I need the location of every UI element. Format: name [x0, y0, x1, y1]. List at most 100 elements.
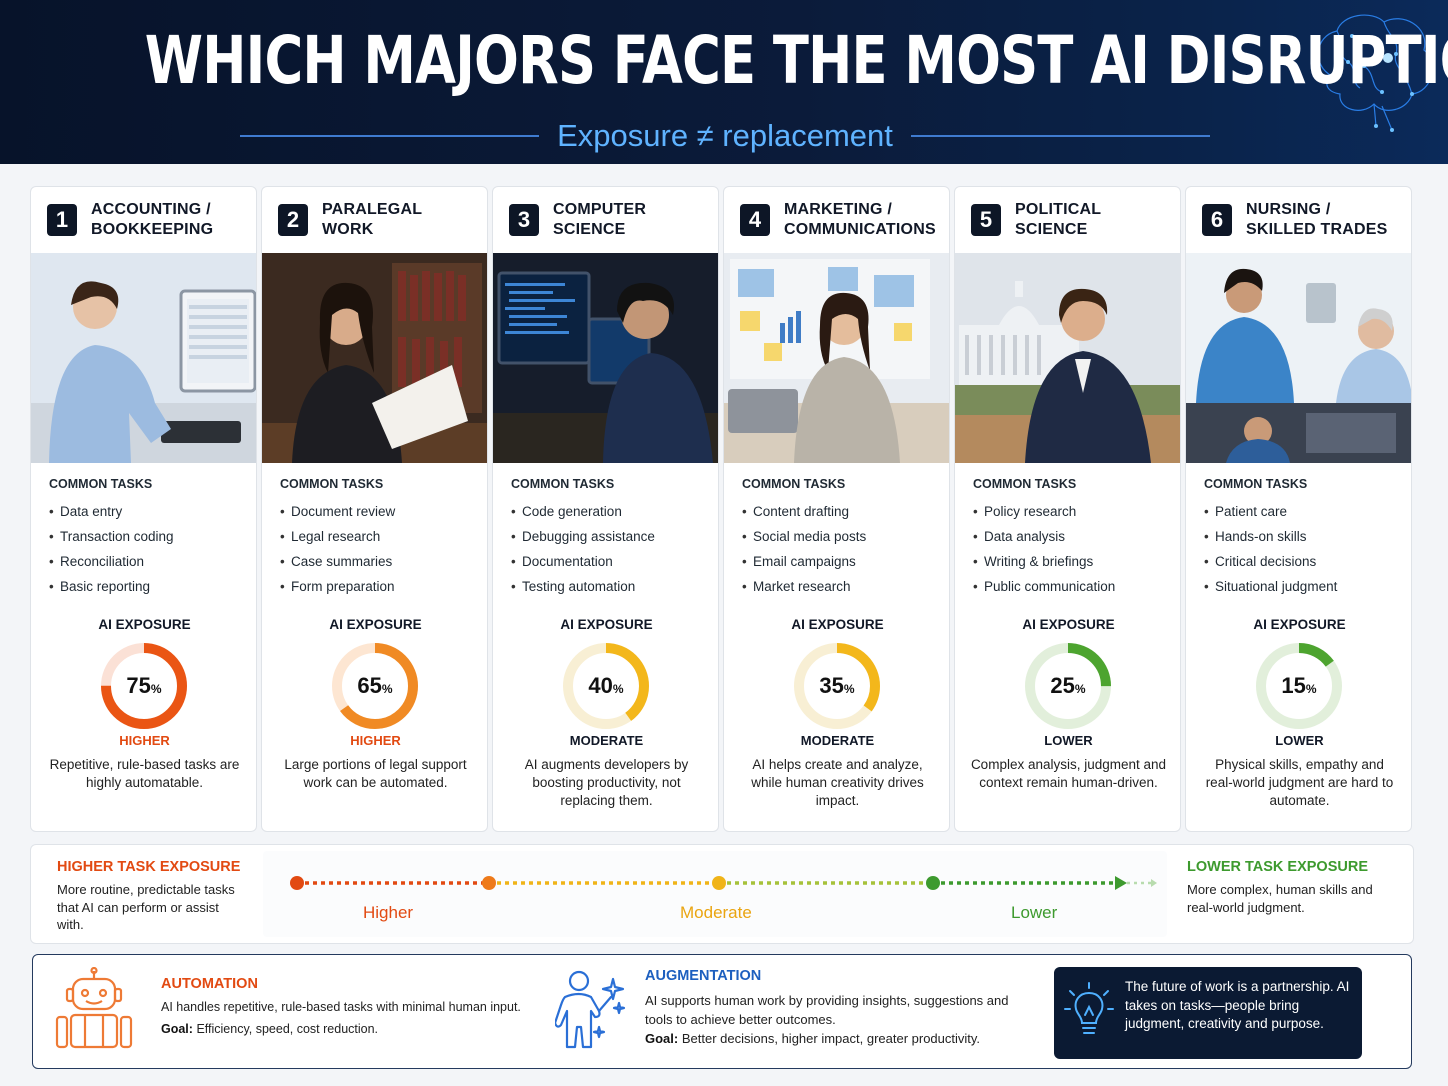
major-name: COMPUTER SCIENCE — [553, 200, 646, 240]
exposure-description: AI augments developers by boosting produ… — [524, 757, 689, 808]
exposure-percent: 75% — [126, 673, 161, 698]
subtitle-row: Exposure ≠ replacement — [240, 114, 1211, 158]
scale-arrow-head — [1115, 876, 1127, 890]
partnership-quote: The future of work is a partnership. AI … — [1125, 979, 1350, 1031]
page-subtitle: Exposure ≠ replacement — [557, 118, 893, 153]
exposure-value: 15 — [1281, 673, 1305, 698]
lower-exposure-desc: More complex, human skills and real-worl… — [1187, 882, 1373, 915]
goal-label: Goal: — [161, 1022, 193, 1036]
rank-badge: 3 — [509, 204, 539, 236]
paralegal-photo — [262, 253, 487, 463]
lightbulb-icon — [1064, 982, 1114, 1034]
augmentation-goal: Goal: Better decisions, higher impact, g… — [645, 1031, 980, 1046]
task-list: Code generationDebugging assistanceDocum… — [511, 499, 655, 599]
donut-fill — [1256, 643, 1342, 729]
divider-line-right — [910, 135, 1211, 137]
scale-label-moderate: Moderate — [680, 903, 752, 922]
exposure-value: 65 — [357, 673, 381, 698]
task-item: Code generation — [511, 499, 655, 524]
percent-sign: % — [382, 682, 393, 696]
exposure-description: Repetitive, rule-based tasks are highly … — [49, 757, 240, 790]
exposure-percent: 35% — [819, 673, 854, 698]
major-card: 3 COMPUTER SCIENCE COMMON TASKS Code gen… — [492, 186, 719, 832]
ai-exposure-label: AI EXPOSURE — [1253, 617, 1346, 632]
ai-exposure-label: AI EXPOSURE — [791, 617, 884, 632]
exposure-description: Large portions of legal support work can… — [284, 757, 467, 790]
exposure-value: 40 — [588, 673, 612, 698]
exposure-description: Complex analysis, judgment and context r… — [970, 757, 1167, 790]
card-header: 3 COMPUTER SCIENCE — [493, 187, 718, 253]
major-name: NURSING / SKILLED TRADES — [1246, 200, 1387, 240]
donut-fill — [1025, 643, 1111, 729]
donut-fill — [794, 643, 880, 729]
exposure-level: MODERATE — [800, 733, 875, 748]
major-name-line: BOOKKEEPING — [91, 221, 214, 238]
exposure-level: LOWER — [1044, 733, 1093, 748]
major-name-line: MARKETING / — [784, 201, 892, 218]
ai-exposure-label: AI EXPOSURE — [98, 617, 191, 632]
divider-line-left — [240, 135, 540, 137]
task-item: Hands-on skills — [1204, 524, 1337, 549]
brain-circuit-icon — [1317, 14, 1434, 132]
task-item: Data analysis — [973, 524, 1115, 549]
task-item: Document review — [280, 499, 395, 524]
exposure-donut: 35% — [794, 643, 880, 729]
card-header: 5 POLITICAL SCIENCE — [955, 187, 1180, 253]
major-name-line: SCIENCE — [553, 221, 626, 238]
rank-badge: 6 — [1202, 204, 1232, 236]
major-card: 4 MARKETING / COMMUNICATIONS COMMON TASK… — [723, 186, 950, 832]
task-item: Transaction coding — [49, 524, 174, 549]
task-item: Case summaries — [280, 549, 395, 574]
major-name-line: COMPUTER — [553, 201, 647, 218]
exposure-donut: 65% — [332, 643, 418, 729]
card-header: 2 PARALEGAL WORK — [262, 187, 487, 253]
goal-label: Goal: — [645, 1031, 679, 1046]
major-name-line: ACCOUNTING / — [91, 201, 211, 218]
major-name: ACCOUNTING / BOOKKEEPING — [91, 200, 213, 240]
common-tasks-heading: COMMON TASKS — [511, 477, 615, 491]
exposure-value: 35 — [819, 673, 843, 698]
augmentation-desc: AI supports human work by providing insi… — [645, 993, 1009, 1027]
automation-title: AUTOMATION — [161, 976, 258, 992]
exposure-donut: 25% — [1025, 643, 1111, 729]
automation-goal: Goal: Efficiency, speed, cost reduction. — [161, 1022, 378, 1036]
majors-cards: 1 ACCOUNTING / BOOKKEEPING COMMON TASKS … — [30, 186, 1414, 832]
task-item: Critical decisions — [1204, 549, 1337, 574]
task-item: Testing automation — [511, 574, 655, 599]
rank-badge: 1 — [47, 204, 77, 236]
card-header: 1 ACCOUNTING / BOOKKEEPING — [31, 187, 256, 253]
card-header: 4 MARKETING / COMMUNICATIONS — [724, 187, 949, 253]
rank-badge: 5 — [971, 204, 1001, 236]
common-tasks-heading: COMMON TASKS — [973, 477, 1077, 491]
partnership-callout: The future of work is a partnership. AI … — [1054, 967, 1362, 1059]
exposure-donut: 40% — [563, 643, 649, 729]
task-item: Debugging assistance — [511, 524, 655, 549]
person-sparkle-icon — [555, 970, 626, 1049]
scale-dot-moderate — [712, 876, 726, 890]
percent-sign: % — [613, 682, 624, 696]
exposure-donut: 75% — [101, 643, 187, 729]
task-item: Situational judgment — [1204, 574, 1337, 599]
task-item: Writing & briefings — [973, 549, 1115, 574]
major-name-line: SKILLED TRADES — [1246, 221, 1388, 238]
major-name-line: WORK — [322, 221, 374, 238]
goal-text: Efficiency, speed, cost reduction. — [196, 1022, 379, 1036]
task-item: Email campaigns — [742, 549, 866, 574]
exposure-percent: 65% — [357, 673, 392, 698]
task-item: Data entry — [49, 499, 174, 524]
task-item: Documentation — [511, 549, 655, 574]
common-tasks-heading: COMMON TASKS — [742, 477, 846, 491]
ai-exposure-label: AI EXPOSURE — [1022, 617, 1115, 632]
common-tasks-heading: COMMON TASKS — [280, 477, 384, 491]
task-item: Patient care — [1204, 499, 1337, 524]
task-item: Form preparation — [280, 574, 395, 599]
scale-label-higher: Higher — [363, 903, 414, 922]
major-name-line: COMMUNICATIONS — [784, 221, 936, 238]
donut-fill — [332, 643, 418, 729]
robot-icon — [55, 967, 133, 1049]
goal-text: Better decisions, higher impact, greater… — [681, 1031, 981, 1046]
major-name: PARALEGAL WORK — [322, 200, 422, 240]
lower-exposure-title: LOWER TASK EXPOSURE — [1187, 859, 1368, 875]
major-name-line: POLITICAL — [1015, 201, 1102, 218]
automation-vs-augmentation-panel: AUTOMATION AI handles repetitive, rule-b… — [32, 954, 1412, 1069]
